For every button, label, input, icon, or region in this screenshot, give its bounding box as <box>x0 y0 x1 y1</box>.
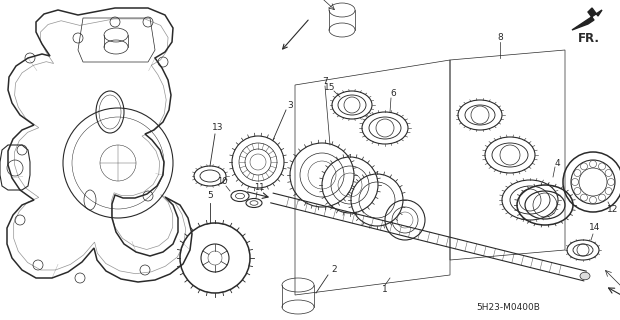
Text: 14: 14 <box>590 223 601 233</box>
Text: 7: 7 <box>322 77 328 86</box>
Text: 11: 11 <box>254 183 264 193</box>
Text: 8: 8 <box>497 34 503 43</box>
Text: 3: 3 <box>287 101 293 110</box>
Text: 1: 1 <box>382 285 388 294</box>
Text: 5: 5 <box>207 191 213 201</box>
Text: FR.: FR. <box>578 31 600 44</box>
Text: 4: 4 <box>554 158 560 167</box>
Text: 6: 6 <box>390 89 396 98</box>
Text: 10: 10 <box>217 178 228 187</box>
Text: 15: 15 <box>324 83 336 92</box>
Text: 5H23-M0400B: 5H23-M0400B <box>476 303 540 313</box>
Text: 2: 2 <box>331 266 337 275</box>
Text: 13: 13 <box>212 124 224 132</box>
Text: 12: 12 <box>608 205 619 214</box>
Ellipse shape <box>580 272 590 280</box>
Polygon shape <box>572 8 602 30</box>
